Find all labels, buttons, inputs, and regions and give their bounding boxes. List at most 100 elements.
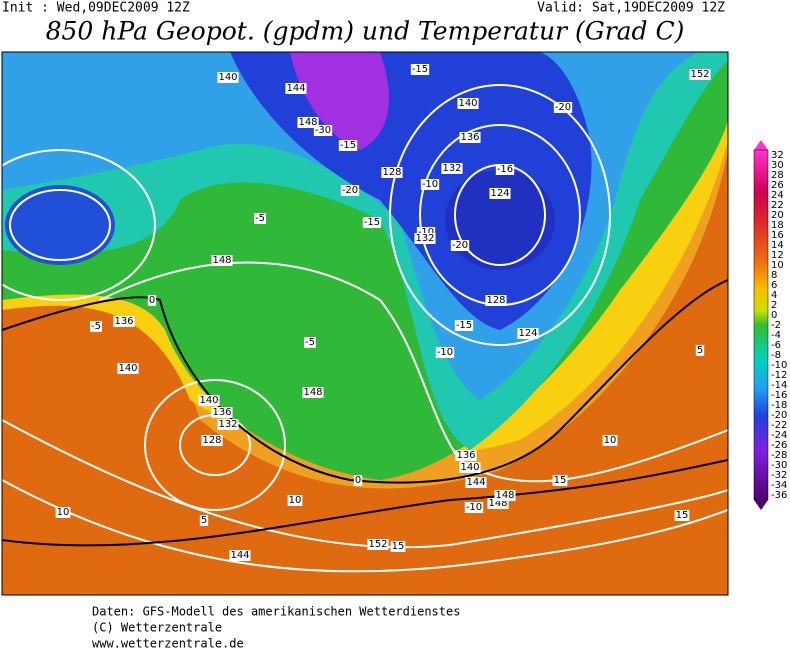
- scale-label: -36: [771, 490, 787, 501]
- contour-label-bg: [211, 407, 233, 418]
- contour-label: 124: [518, 328, 537, 339]
- contour-label-bg: [285, 83, 307, 94]
- contour-label-bg: [390, 541, 406, 552]
- contour-label: 15: [392, 541, 405, 552]
- contour-label-bg: [552, 475, 568, 486]
- contour-label: 140: [460, 462, 479, 473]
- footer-line: www.wetterzentrale.de: [92, 637, 244, 649]
- contour-label: 10: [604, 435, 617, 446]
- contour-label-bg: [495, 164, 515, 175]
- contour-label: 128: [486, 295, 505, 306]
- contour-label: 148: [298, 117, 317, 128]
- scale-label: -16: [771, 390, 787, 401]
- contour-label: 0: [355, 475, 361, 486]
- map-frame: [1, 51, 729, 596]
- contour-label: 140: [218, 72, 237, 83]
- contour-label: -15: [340, 140, 356, 151]
- scale-label: 18: [771, 220, 784, 231]
- contour-label: 128: [382, 167, 401, 178]
- contour-label-bg: [55, 507, 71, 518]
- contour-label-bg: [217, 419, 239, 430]
- contour-label: -5: [91, 321, 101, 332]
- contour-label-bg: [695, 345, 705, 356]
- scale-label: -22: [771, 420, 787, 431]
- contour-label: 148: [495, 490, 514, 501]
- contour-label: 148: [488, 498, 507, 509]
- contour-label-bg: [229, 550, 251, 561]
- scale-label: 12: [771, 250, 784, 261]
- contour-label-bg: [485, 295, 507, 306]
- contour-label: 144: [230, 550, 249, 561]
- scale-label: -34: [771, 480, 787, 491]
- contour-label: -16: [497, 164, 513, 175]
- scale-label: 20: [771, 210, 784, 221]
- scale-label: 4: [771, 290, 777, 301]
- footer-line: (C) Wetterzentrale: [92, 621, 222, 635]
- contour-label-bg: [455, 450, 477, 461]
- contour-label: -10: [422, 179, 438, 190]
- scale-label: -20: [771, 410, 787, 421]
- scale-label: -26: [771, 440, 787, 451]
- scale-label: 6: [771, 280, 777, 291]
- contour-label-bg: [689, 69, 711, 80]
- contour-label: 148: [212, 255, 231, 266]
- contour-label-bg: [362, 217, 382, 228]
- contour-label-bg: [367, 539, 389, 550]
- contour-label: 144: [466, 477, 485, 488]
- contour-label-bg: [454, 320, 474, 331]
- scale-label: -32: [771, 470, 787, 481]
- scale-label: -4: [771, 330, 781, 341]
- contour-label: 15: [554, 475, 567, 486]
- contour-label: 124: [490, 188, 509, 199]
- contour-label: -10: [466, 502, 482, 513]
- contour-label-bg: [441, 163, 463, 174]
- scale-label: -12: [771, 370, 787, 381]
- contour-label-bg: [302, 387, 324, 398]
- contour-label-bg: [117, 363, 139, 374]
- scale-label: 28: [771, 170, 784, 181]
- map-title: 850 hPa Geopot. (gpdm) und Temperatur (G…: [46, 17, 685, 46]
- contour-label-bg: [602, 435, 618, 446]
- contour-label-bg: [457, 98, 479, 109]
- contour-label-bg: [464, 502, 484, 513]
- contour-label-bg: [465, 477, 487, 488]
- contour-label-bg: [459, 462, 481, 473]
- contour-label: 140: [199, 395, 218, 406]
- contour-label-bg: [287, 495, 303, 506]
- scale-label: -10: [771, 360, 787, 371]
- contour-label-bg: [489, 188, 511, 199]
- scale-label: -18: [771, 400, 787, 411]
- contour-label: 140: [458, 98, 477, 109]
- contour-label: 132: [218, 419, 237, 430]
- contour-label: 5: [697, 345, 703, 356]
- scale-label: 22: [771, 200, 784, 211]
- scale-label: 30: [771, 160, 784, 171]
- contour-label: -15: [456, 320, 472, 331]
- contour-label: 136: [114, 316, 133, 327]
- contour-label-bg: [416, 227, 436, 238]
- scale-label: 14: [771, 240, 784, 251]
- contour-label-bg: [199, 515, 209, 526]
- contour-label: -30: [315, 125, 331, 136]
- contour-label: 0: [149, 295, 155, 306]
- contour-label: 148: [303, 387, 322, 398]
- contour-label-bg: [450, 240, 470, 251]
- contour-label: 136: [456, 450, 475, 461]
- contour-label: 132: [415, 233, 434, 244]
- contour-label: -10: [437, 347, 453, 358]
- contour-label-bg: [211, 255, 233, 266]
- contour-label-bg: [420, 179, 440, 190]
- scale-label: 16: [771, 230, 784, 241]
- contour-label-bg: [297, 117, 319, 128]
- contour-label-bg: [353, 475, 363, 486]
- contour-label-bg: [553, 102, 573, 113]
- init-time: Init : Wed,09DEC2009 12Z: [2, 1, 190, 16]
- contour-label-bg: [414, 233, 436, 244]
- scale-label: -2: [771, 320, 781, 331]
- footer-line: Daten: GFS-Modell des amerikanischen Wet…: [92, 605, 460, 619]
- scale-label: -8: [771, 350, 781, 361]
- scale-label: -6: [771, 340, 781, 351]
- contour-label: 152: [690, 69, 709, 80]
- valid-time: Valid: Sat,19DEC2009 12Z: [537, 1, 725, 16]
